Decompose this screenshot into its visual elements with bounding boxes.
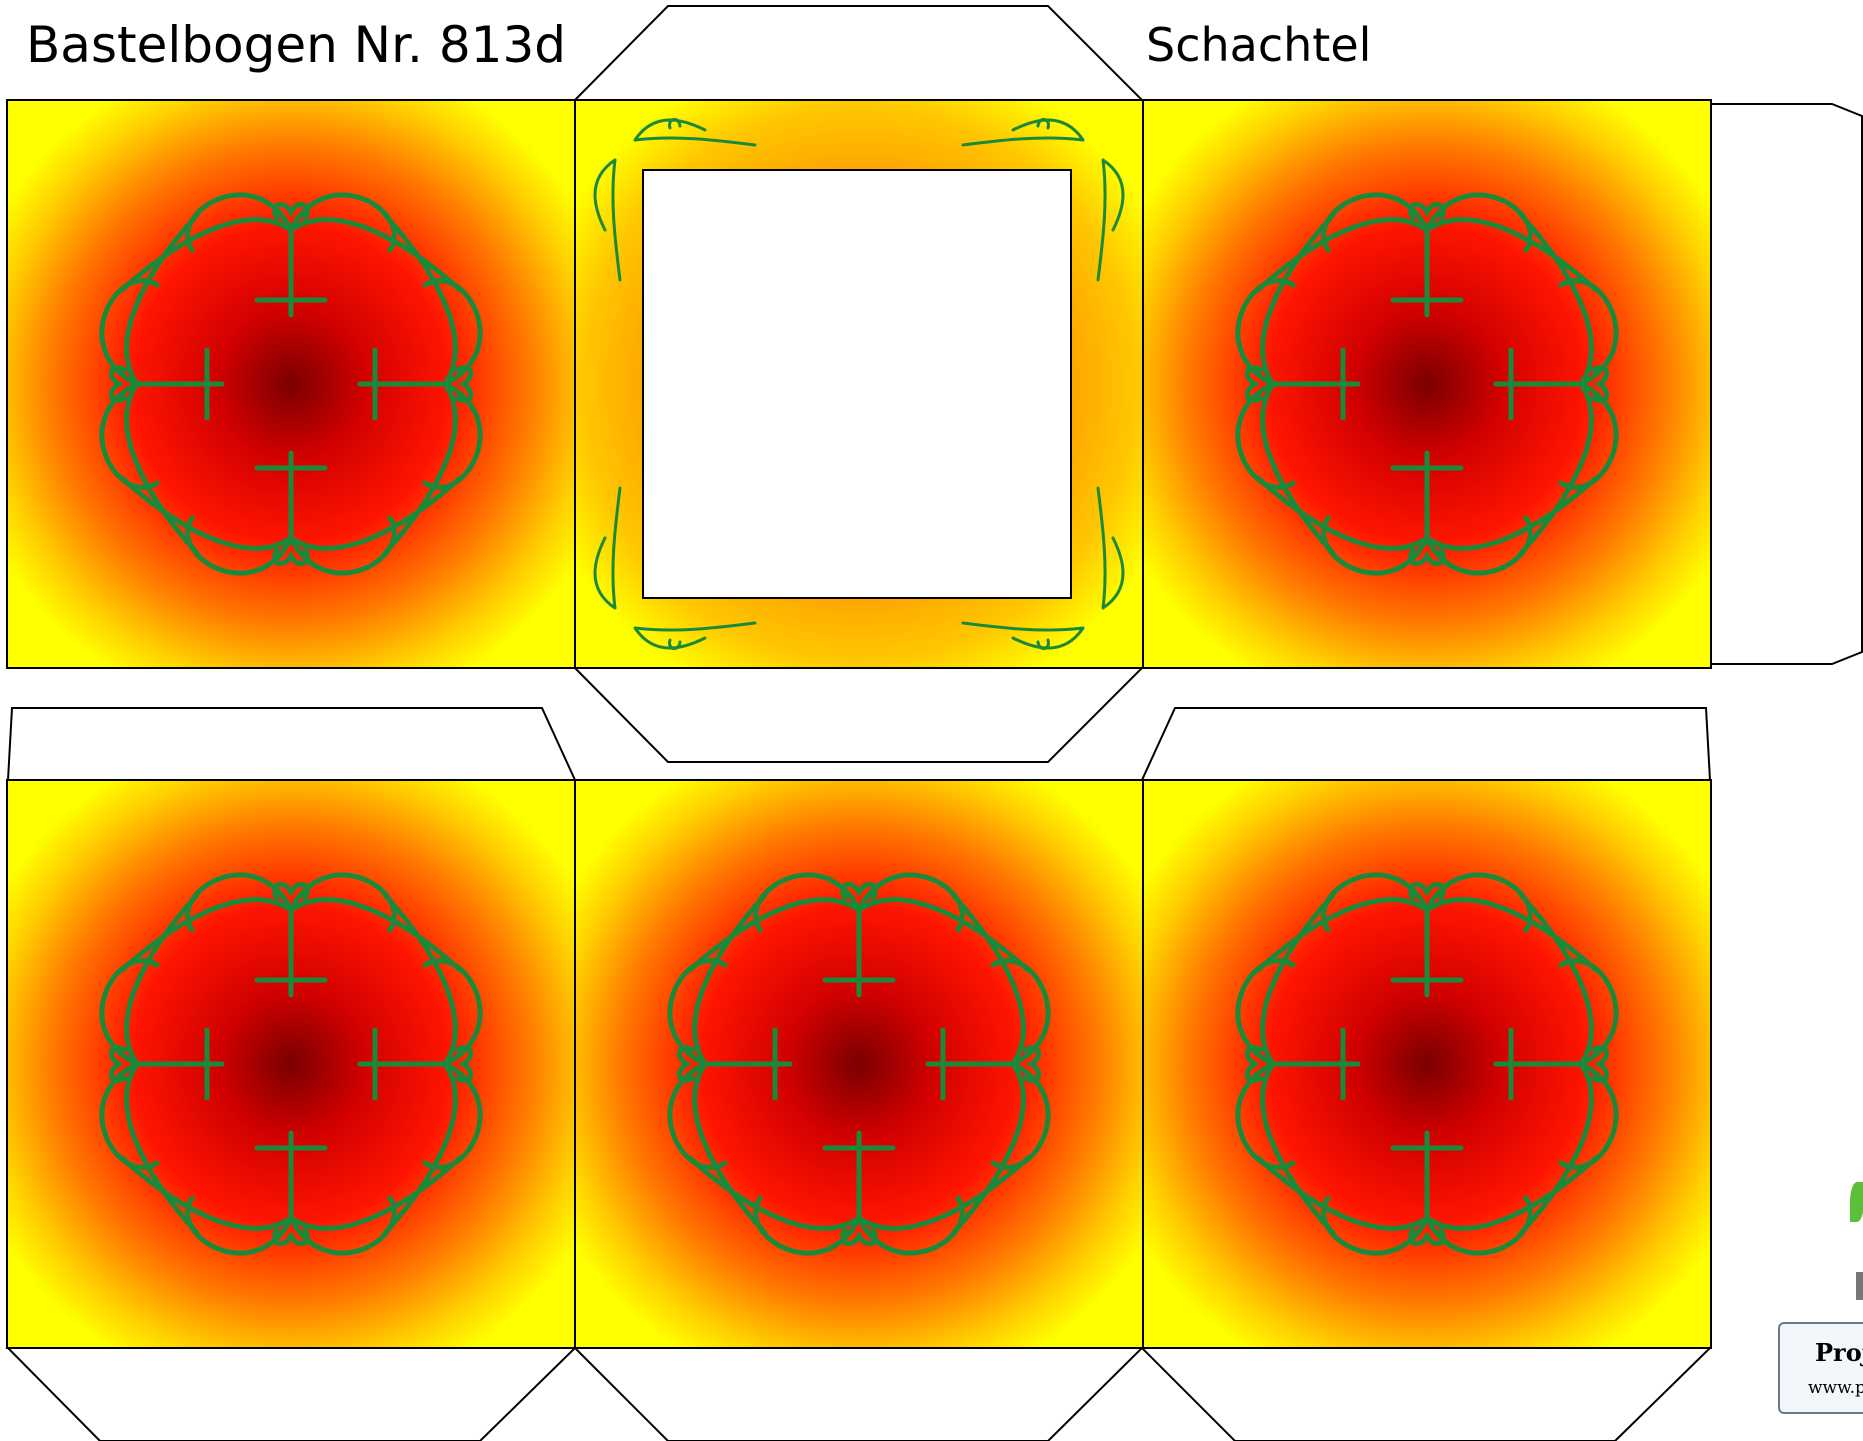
window-cutout <box>642 169 1072 599</box>
logo-url[interactable]: www.p <box>1808 1378 1863 1398</box>
glue-tab-top-center <box>572 5 1145 101</box>
panel-bottom-right <box>1143 780 1711 1348</box>
sheet-subtitle: Schachtel <box>1146 18 1372 72</box>
panel-bottom-left <box>7 780 575 1348</box>
glue-tab-right <box>1709 103 1863 665</box>
logo-text: Proj <box>1815 1338 1863 1367</box>
logo-figure-icon <box>1856 1272 1863 1300</box>
glue-tab-middle-right <box>1140 707 1712 781</box>
logo-scroll <box>1778 1322 1863 1414</box>
panel-top-right <box>1143 100 1711 668</box>
glue-tab-bottom-center <box>572 1347 1145 1441</box>
glue-tab-middle-left <box>6 707 577 781</box>
glue-tab-bottom-left <box>5 1347 578 1441</box>
glue-tab-middle-center <box>572 667 1145 763</box>
sheet-title: Bastelbogen Nr. 813d <box>26 16 566 74</box>
panel-bottom-center <box>575 780 1143 1348</box>
logo-leaf-icon <box>1850 1182 1863 1222</box>
panel-top-window <box>574 99 1144 669</box>
glue-tab-bottom-right <box>1139 1347 1713 1441</box>
panel-top-left <box>7 100 575 668</box>
